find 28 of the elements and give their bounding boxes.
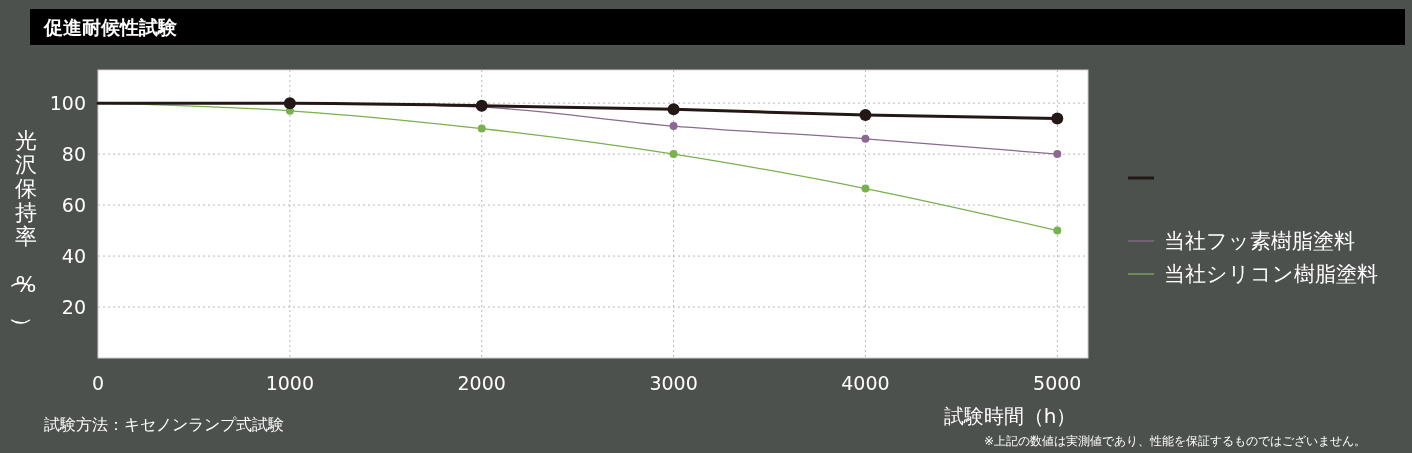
point (1053, 150, 1062, 159)
x-tick-label: 4000 (841, 372, 890, 394)
point (861, 134, 870, 143)
point (669, 122, 678, 131)
x-axis-title: 試験時間（h） (943, 404, 1077, 428)
text: ※上記の数値は実測値であり、性能を保証するものではございません。 (983, 434, 1366, 448)
x-tick-label: 3000 (649, 372, 698, 394)
point (667, 103, 680, 116)
y-tick-label: 80 (61, 142, 86, 165)
point (859, 109, 872, 122)
point (1051, 112, 1064, 125)
y-tick-label: 20 (61, 295, 86, 318)
point (1053, 226, 1062, 235)
point (477, 124, 486, 133)
y-tick-label: 100 (49, 91, 86, 114)
x-tick-label: 5000 (1033, 372, 1082, 394)
legend-label: 当社フッ素樹脂塗料 (1164, 229, 1355, 254)
point (475, 99, 488, 112)
point (669, 150, 678, 159)
y-tick-label: 60 (61, 193, 86, 216)
text: 試験方法：キセノンランプ式試験 (44, 415, 284, 434)
x-tick-label: 2000 (457, 372, 506, 394)
chart-title: 促進耐候性試験 (43, 16, 178, 38)
legend-label: 当社シリコン樹脂塗料 (1164, 262, 1378, 287)
x-tick-label: 1000 (265, 372, 315, 394)
y-tick-label: 40 (61, 244, 86, 267)
x-tick-label: 0 (91, 372, 105, 394)
point (861, 184, 870, 193)
